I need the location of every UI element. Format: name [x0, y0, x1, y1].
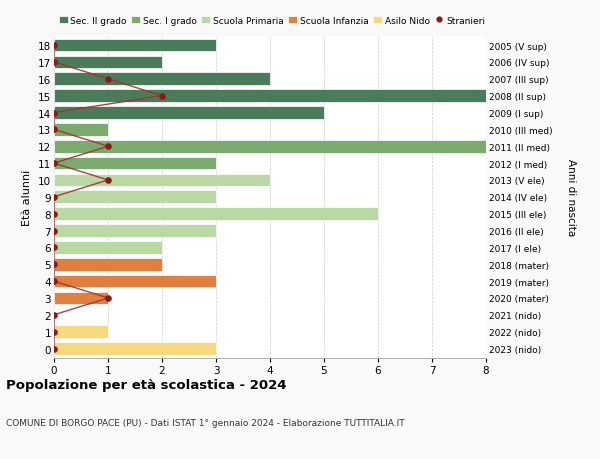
Bar [54, 56, 162, 69]
Bar [54, 107, 324, 119]
Point [157, 93, 167, 100]
Bar [54, 275, 216, 288]
Point [103, 76, 113, 83]
Bar [54, 157, 216, 170]
Bar [54, 241, 162, 254]
Bar [54, 292, 108, 305]
Bar [54, 73, 270, 86]
Point [49, 261, 59, 269]
Bar [54, 208, 378, 220]
Point [49, 194, 59, 201]
Point [49, 59, 59, 67]
Bar [54, 39, 216, 52]
Point [49, 278, 59, 285]
Y-axis label: Età alunni: Età alunni [22, 169, 32, 225]
Bar [54, 225, 216, 237]
Point [49, 227, 59, 235]
Point [103, 143, 113, 151]
Bar [54, 174, 270, 187]
Legend: Sec. II grado, Sec. I grado, Scuola Primaria, Scuola Infanzia, Asilo Nido, Stran: Sec. II grado, Sec. I grado, Scuola Prim… [59, 17, 485, 26]
Bar [54, 90, 486, 103]
Bar [54, 325, 108, 338]
Point [49, 244, 59, 252]
Point [49, 126, 59, 134]
Point [49, 328, 59, 336]
Point [49, 160, 59, 168]
Point [49, 42, 59, 50]
Y-axis label: Anni di nascita: Anni di nascita [566, 159, 576, 236]
Point [103, 177, 113, 184]
Point [49, 312, 59, 319]
Text: Popolazione per età scolastica - 2024: Popolazione per età scolastica - 2024 [6, 379, 287, 392]
Point [103, 295, 113, 302]
Point [49, 110, 59, 117]
Bar [54, 258, 162, 271]
Bar [54, 191, 216, 204]
Point [49, 345, 59, 353]
Bar [54, 342, 216, 355]
Point [49, 211, 59, 218]
Text: COMUNE DI BORGO PACE (PU) - Dati ISTAT 1° gennaio 2024 - Elaborazione TUTTITALIA: COMUNE DI BORGO PACE (PU) - Dati ISTAT 1… [6, 418, 404, 427]
Bar [54, 140, 486, 153]
Bar [54, 124, 108, 136]
